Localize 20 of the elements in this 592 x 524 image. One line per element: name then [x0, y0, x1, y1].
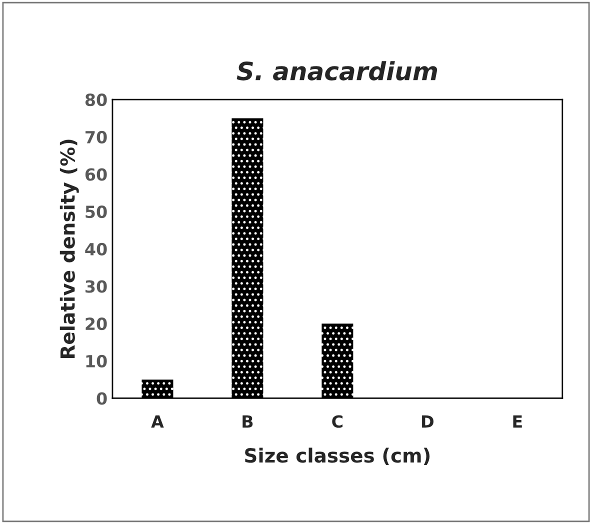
x-axis-title: Size classes (cm)	[245, 448, 430, 466]
bar	[232, 118, 264, 398]
bar	[322, 324, 354, 398]
y-axis-title: Relative density (%)	[60, 140, 79, 358]
chart-title: S. anacardium	[236, 61, 438, 80]
y-tick-label: 80	[85, 94, 107, 106]
bar	[142, 380, 174, 398]
y-tick-label: 20	[86, 318, 107, 330]
y-tick-label: 70	[86, 130, 107, 144]
y-tick-label: 50	[86, 206, 107, 218]
x-tick-label: E	[513, 415, 522, 428]
y-tick-label: 40	[85, 242, 107, 256]
y-tick-label: 30	[86, 280, 107, 293]
x-tick-label: D	[422, 415, 434, 428]
x-tick-label: C	[332, 415, 342, 428]
x-tick-label: A	[151, 415, 164, 428]
y-tick-label: 10	[86, 354, 107, 368]
y-tick-label: 0	[96, 392, 107, 405]
y-tick-label: 60	[85, 168, 107, 181]
x-tick-label: B	[242, 415, 253, 428]
